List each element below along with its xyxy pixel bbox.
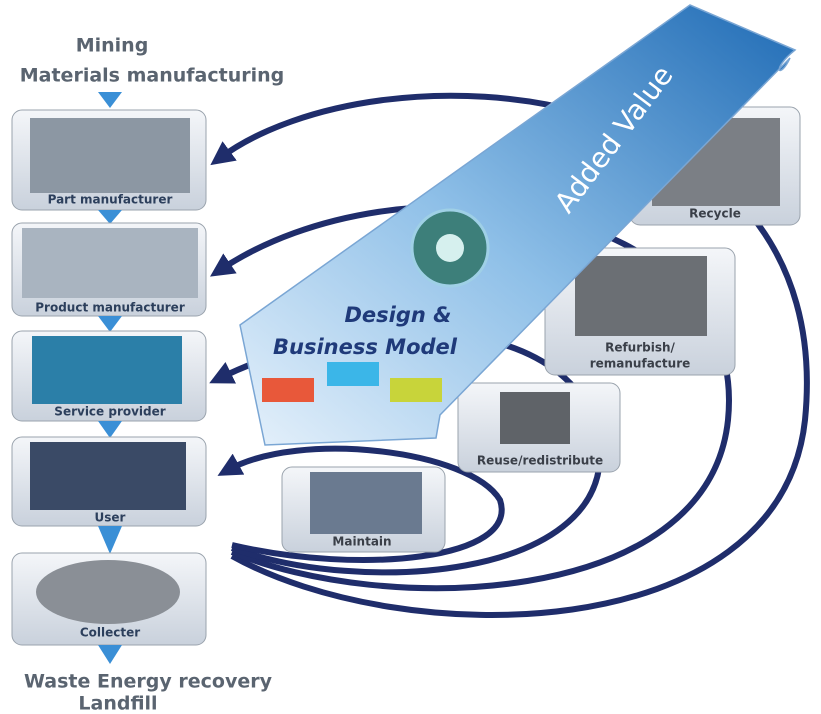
design-label: Design & bbox=[345, 303, 452, 327]
icon bbox=[390, 378, 442, 402]
image bbox=[32, 336, 182, 404]
stage-label: Collecter bbox=[80, 626, 140, 640]
gear-icon bbox=[436, 234, 464, 262]
arrow bbox=[98, 421, 122, 438]
loop-label: Reuse/redistribute bbox=[477, 454, 603, 468]
arrow bbox=[98, 92, 122, 108]
stage-label: Product manufacturer bbox=[35, 301, 185, 315]
footer-line: Waste Energy recovery bbox=[24, 671, 273, 693]
image bbox=[310, 472, 422, 534]
loop-label: Refurbish/ bbox=[605, 341, 675, 355]
arrow bbox=[98, 645, 122, 664]
footer-line: Landfill bbox=[78, 693, 157, 714]
stage-label: User bbox=[95, 511, 126, 525]
header-line: Materials manufacturing bbox=[20, 65, 284, 87]
loop-label: remanufacture bbox=[590, 357, 691, 371]
stage-label: Service provider bbox=[54, 405, 165, 419]
design-label: Business Model bbox=[273, 335, 458, 359]
arrow bbox=[98, 210, 122, 224]
icon bbox=[262, 378, 314, 402]
arrow bbox=[98, 526, 122, 554]
image bbox=[500, 392, 570, 444]
loop-label: Maintain bbox=[332, 535, 391, 549]
icon bbox=[327, 362, 379, 386]
header-line: Mining bbox=[76, 35, 149, 57]
image bbox=[36, 560, 180, 624]
stages: Part manufacturer Product manufacturer S… bbox=[12, 92, 206, 664]
image bbox=[22, 228, 198, 298]
stage-label: Part manufacturer bbox=[48, 193, 173, 207]
image bbox=[30, 442, 186, 510]
arrow bbox=[98, 316, 122, 332]
image bbox=[575, 256, 707, 336]
loop-label: Recycle bbox=[689, 207, 741, 221]
diagram: Recycle Refurbish/ remanufacture Reuse/r… bbox=[0, 0, 821, 714]
image bbox=[30, 118, 190, 193]
